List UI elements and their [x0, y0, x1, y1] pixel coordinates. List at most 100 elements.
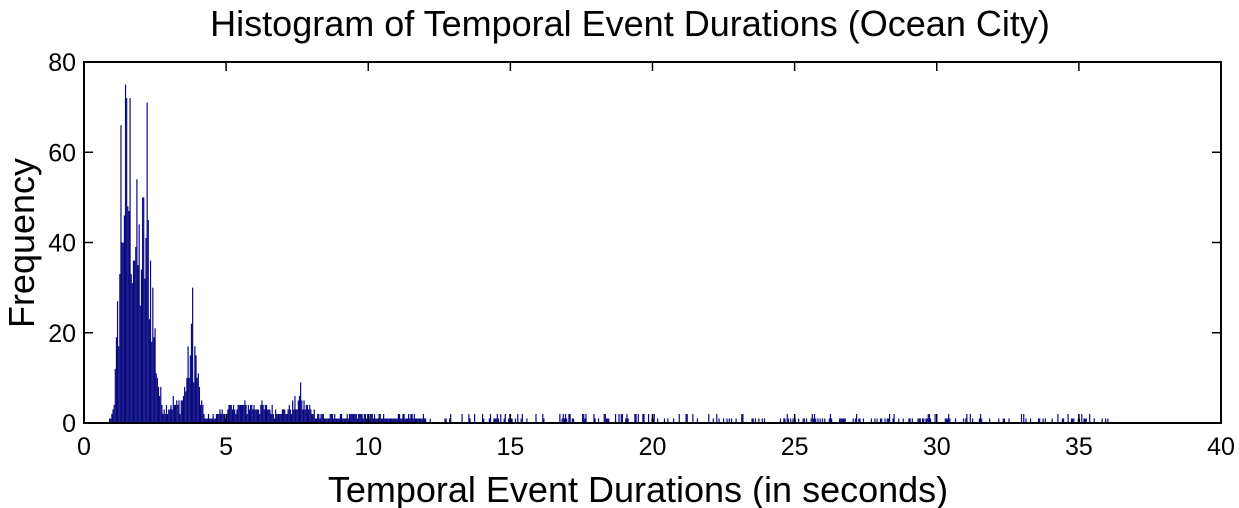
histogram-bar	[370, 413, 372, 423]
histogram-bar	[375, 418, 377, 423]
histogram-bar	[180, 400, 182, 423]
histogram-bar	[1023, 413, 1025, 423]
histogram-bar	[350, 413, 352, 423]
histogram-bar	[908, 418, 910, 423]
histogram-bar	[176, 400, 178, 423]
histogram-bar	[514, 418, 517, 423]
histogram-bar	[421, 418, 423, 423]
histogram-bar	[450, 413, 452, 423]
histogram-bar	[306, 404, 309, 423]
histogram-bar	[604, 413, 606, 423]
histogram-bar	[561, 418, 563, 423]
histogram-bar	[620, 413, 622, 423]
histogram-bar	[989, 418, 991, 423]
histogram-bar	[195, 355, 197, 423]
histogram-bar	[520, 418, 522, 423]
histogram-bar	[495, 418, 497, 423]
histogram-bar	[448, 418, 451, 423]
histogram-bar	[282, 409, 285, 423]
histogram-bar	[361, 413, 363, 423]
histogram-bar	[352, 413, 354, 423]
histogram-bar	[371, 413, 373, 423]
histogram-bar	[1073, 418, 1075, 423]
histogram-bar	[918, 418, 920, 423]
histogram-bar	[325, 418, 327, 423]
histogram-bar	[110, 418, 112, 423]
histogram-bar	[718, 418, 720, 423]
histogram-bar	[213, 418, 215, 423]
histogram-bar	[277, 413, 279, 423]
histogram-bar	[218, 413, 220, 423]
histogram-bar	[362, 418, 364, 423]
histogram-bar	[408, 413, 410, 423]
histogram-bar	[354, 413, 356, 423]
histogram-bar	[207, 413, 210, 423]
histogram-bar	[566, 418, 568, 423]
histogram-bar	[338, 418, 340, 423]
histogram-bar	[320, 413, 322, 423]
histogram-bar	[730, 418, 733, 423]
histogram-bar	[159, 395, 161, 423]
histogram-bar	[911, 418, 913, 423]
histogram-bar	[262, 404, 264, 423]
x-tick-label: 25	[781, 433, 809, 461]
histogram-bar	[260, 404, 262, 423]
histogram-bar	[348, 413, 351, 423]
histogram-bar	[231, 409, 234, 423]
histogram-bar	[162, 413, 164, 423]
histogram-bar	[962, 418, 965, 423]
histogram-bar	[593, 413, 595, 423]
histogram-bar	[281, 409, 284, 423]
histogram-bar	[275, 409, 277, 423]
histogram-bar	[293, 409, 295, 423]
histogram-bar	[168, 409, 170, 423]
histogram-bar	[584, 418, 586, 423]
histogram-bar	[876, 418, 878, 423]
histogram-bar	[292, 400, 294, 423]
histogram-bar	[234, 409, 236, 423]
histogram-bar	[811, 413, 813, 423]
histogram-bar	[353, 413, 355, 423]
histogram-bar	[296, 409, 298, 423]
histogram-bar	[148, 319, 151, 423]
histogram-bar	[169, 409, 171, 423]
histogram-bar	[926, 418, 928, 423]
histogram-bar	[405, 418, 407, 423]
histogram-bar	[185, 391, 187, 423]
histogram-bar	[969, 413, 971, 423]
histogram-bar	[285, 413, 287, 423]
histogram-bar	[535, 413, 537, 423]
histogram-bar	[114, 368, 116, 423]
histogram-bar	[227, 409, 229, 423]
histogram-bar	[686, 413, 688, 423]
histogram-bar	[130, 274, 132, 423]
histogram-bar	[268, 409, 270, 423]
y-axis-label: Frequency	[1, 158, 42, 328]
histogram-bar	[696, 418, 699, 423]
histogram-bar	[815, 418, 817, 423]
histogram-bar	[761, 418, 763, 423]
histogram-bar	[708, 413, 710, 423]
histogram-bar	[220, 413, 222, 423]
histogram-bar	[286, 413, 288, 423]
histogram-bar	[190, 323, 193, 423]
histogram-bar	[328, 418, 330, 423]
histogram-bar	[160, 386, 162, 423]
histogram-bar	[564, 413, 567, 423]
histogram-bar	[752, 418, 754, 423]
histogram-bar	[124, 84, 127, 423]
histogram-bar	[155, 373, 157, 423]
y-tick-label: 20	[48, 320, 76, 348]
histogram-bar	[1003, 418, 1006, 423]
histogram-bar	[410, 413, 412, 423]
histogram-bar	[238, 404, 240, 423]
histogram-bar	[1008, 418, 1010, 423]
histogram-bar	[145, 237, 147, 423]
histogram-bar	[251, 404, 253, 423]
histogram-bar	[337, 418, 339, 423]
histogram-bar	[1067, 413, 1069, 423]
histogram-bar	[919, 418, 921, 423]
histogram-bar	[483, 418, 485, 423]
histogram-bar	[979, 413, 982, 423]
